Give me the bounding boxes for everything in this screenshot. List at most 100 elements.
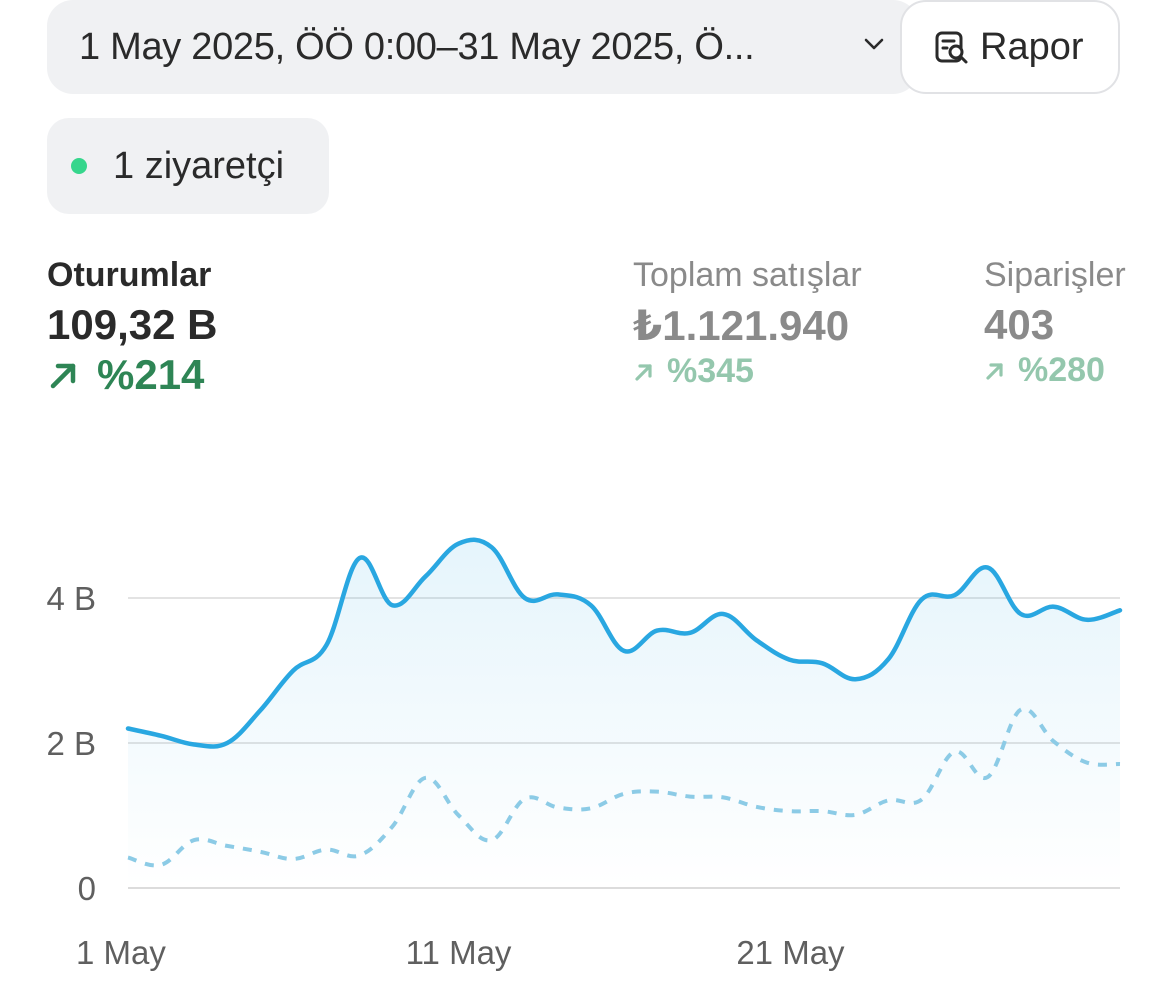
current-period-point	[226, 742, 228, 744]
metric-total-sales[interactable]: Toplam satışlar ₺1.121.940 %345	[633, 256, 862, 391]
report-search-icon	[935, 31, 968, 64]
current-period-point	[1119, 609, 1121, 611]
x-tick-label: 1 May	[76, 934, 166, 971]
current-period-point	[788, 658, 790, 660]
metric-change: %214	[47, 351, 217, 399]
current-period-area	[128, 539, 1120, 888]
current-period-point	[1086, 619, 1088, 621]
previous-period-point	[259, 851, 261, 853]
previous-period-point	[1086, 761, 1088, 763]
current-period-point	[590, 604, 592, 606]
previous-period-point	[755, 806, 757, 808]
previous-period-point	[920, 798, 922, 800]
previous-period-point	[689, 795, 691, 797]
y-tick-label: 0	[78, 870, 96, 907]
label-layer: 0 2 B 4 B 1 May 11 May 21 May	[46, 580, 845, 971]
current-period-point	[259, 709, 261, 711]
sessions-line-chart: 0 2 B 4 B 1 May 11 May 21 May	[46, 537, 1123, 971]
previous-period-point	[821, 810, 823, 812]
current-period-point	[491, 546, 493, 548]
y-tick-label: 4 B	[46, 580, 96, 617]
current-period-point	[292, 669, 294, 671]
previous-period-point	[987, 776, 989, 778]
metric-change: %345	[633, 352, 862, 391]
current-period-point	[1053, 606, 1055, 608]
current-period-point	[656, 629, 658, 631]
metric-value: 109,32 B	[47, 301, 218, 348]
metric-label: Oturumlar	[47, 256, 212, 294]
previous-period-point	[226, 845, 228, 847]
current-period-point	[920, 598, 922, 600]
previous-period-point	[325, 848, 327, 850]
current-period-point	[358, 557, 360, 559]
metric-change-value: %280	[1018, 351, 1105, 389]
live-visitors-label: 1 ziyaretçi	[113, 144, 285, 187]
previous-period-point	[656, 790, 658, 792]
previous-period-point	[953, 751, 955, 753]
metric-value: ₺1.121.940	[633, 302, 850, 349]
current-period-point	[987, 566, 989, 568]
previous-period-point	[590, 807, 592, 809]
live-status-dot	[71, 158, 87, 174]
trend-up-arrow-icon	[635, 363, 652, 381]
current-period-point	[524, 597, 526, 599]
previous-period-point	[854, 814, 856, 816]
current-period-point	[854, 678, 856, 680]
previous-period-point	[1119, 763, 1121, 765]
current-period-point	[457, 542, 459, 544]
previous-period-point	[1053, 740, 1055, 742]
current-period-point	[623, 650, 625, 652]
line-layer	[125, 537, 1123, 868]
current-period-point	[325, 644, 327, 646]
previous-period-point	[524, 798, 526, 800]
current-period-point	[821, 662, 823, 664]
report-button[interactable]: Rapor	[900, 0, 1120, 94]
metric-change-value: %345	[667, 352, 754, 390]
previous-period-point	[788, 810, 790, 812]
previous-period-point	[623, 793, 625, 795]
chevron-down-icon	[864, 38, 884, 50]
previous-period-point	[424, 777, 426, 779]
area-layer	[128, 539, 1120, 888]
metric-orders[interactable]: Siparişler 403 %280	[984, 256, 1126, 390]
previous-period-point	[491, 839, 493, 841]
live-visitors-chip[interactable]: 1 ziyaretçi	[47, 118, 329, 214]
current-period-point	[953, 594, 955, 596]
previous-period-point	[457, 814, 459, 816]
previous-period-point	[127, 856, 129, 858]
previous-period-point	[358, 854, 360, 856]
current-period-line	[125, 537, 1123, 749]
current-period-point	[391, 604, 393, 606]
metric-label: Toplam satışlar	[633, 256, 862, 294]
previous-period-point	[292, 858, 294, 860]
current-period-point	[755, 639, 757, 641]
previous-period-point	[887, 799, 889, 801]
x-tick-label: 11 May	[406, 934, 512, 971]
current-period-point	[160, 735, 162, 737]
metric-change: %280	[984, 351, 1126, 390]
metric-label: Siparişler	[984, 256, 1126, 294]
trend-up-arrow-icon	[986, 362, 1003, 380]
previous-period-point	[722, 796, 724, 798]
current-period-point	[722, 613, 724, 615]
previous-period-point	[391, 825, 393, 827]
current-period-point	[1020, 613, 1022, 615]
metric-value: 403	[984, 301, 1055, 348]
current-period-point	[689, 632, 691, 634]
current-period-point	[127, 727, 129, 729]
current-period-point	[424, 575, 426, 577]
previous-period-point	[193, 839, 195, 841]
x-tick-label: 21 May	[736, 934, 845, 971]
date-range-picker[interactable]: 1 May 2025, ÖÖ 0:00–31 May 2025, Ö...	[47, 0, 919, 94]
metric-change-value: %214	[97, 351, 205, 398]
previous-period-line	[127, 706, 1121, 868]
y-tick-label: 2 B	[46, 725, 96, 762]
previous-period-point	[160, 864, 162, 866]
date-range-text: 1 May 2025, ÖÖ 0:00–31 May 2025, Ö...	[79, 25, 755, 68]
previous-period-point	[557, 806, 559, 808]
report-button-label: Rapor	[980, 25, 1084, 68]
trend-up-arrow-icon	[50, 363, 76, 389]
current-period-point	[193, 743, 195, 745]
metric-sessions[interactable]: Oturumlar 109,32 B %214	[47, 256, 217, 399]
